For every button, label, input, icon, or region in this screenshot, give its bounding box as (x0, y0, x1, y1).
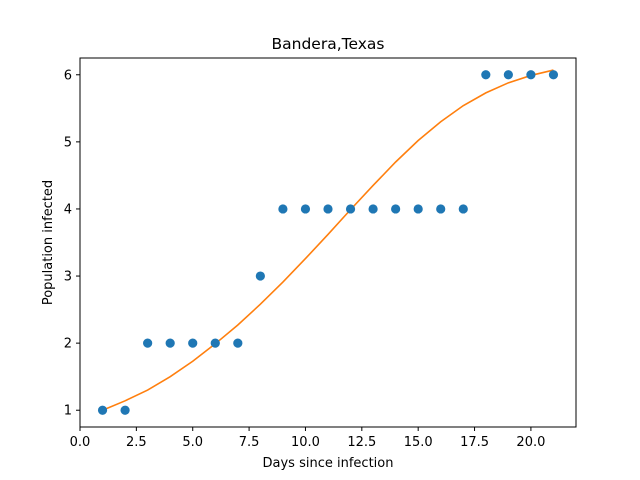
fit-line (102, 69, 554, 411)
x-tick-label: 10.0 (291, 435, 320, 450)
data-point (323, 204, 333, 214)
x-tick-label: 12.5 (347, 435, 376, 450)
y-tick-label: 5 (64, 135, 72, 150)
data-point (503, 70, 513, 80)
x-tick-label: 20.0 (516, 435, 545, 450)
y-axis-ticks: 1 2 3 4 5 6 (64, 68, 80, 419)
data-point (436, 204, 446, 214)
data-point (165, 338, 175, 348)
chart-title: Bandera,Texas (272, 35, 385, 53)
plot-frame (79, 57, 577, 428)
data-point (188, 338, 198, 348)
data-point (481, 70, 491, 80)
data-point (526, 70, 536, 80)
y-tick-label: 4 (64, 202, 72, 217)
x-tick-label: 7.5 (239, 435, 260, 450)
fit-line-layer (102, 69, 554, 411)
x-tick-label: 0.0 (70, 435, 91, 450)
x-axis-ticks: 0.0 2.5 5.0 7.5 10.0 12.5 15.0 17.5 20.0 (70, 427, 545, 450)
data-point (210, 338, 220, 348)
plot-background (80, 58, 576, 427)
data-point (255, 271, 265, 281)
data-point (300, 204, 311, 214)
data-point (458, 204, 468, 214)
y-tick-label: 6 (64, 68, 72, 83)
data-point (97, 405, 108, 415)
x-tick-label: 17.5 (460, 435, 489, 450)
data-point (413, 204, 423, 214)
data-point (368, 204, 378, 214)
data-point (233, 338, 243, 348)
data-point (278, 204, 288, 214)
y-tick-label: 3 (64, 270, 72, 285)
y-axis-label: Population infected (41, 180, 56, 305)
x-tick-label: 2.5 (126, 435, 147, 450)
x-tick-label: 5.0 (182, 435, 203, 450)
y-tick-label: 1 (64, 404, 72, 419)
data-point (391, 204, 401, 214)
data-point (120, 405, 130, 415)
y-tick-label: 2 (64, 337, 72, 352)
x-axis-label: Days since infection (263, 456, 394, 471)
scatter-points-layer (97, 70, 559, 415)
data-point (548, 70, 559, 80)
data-point (143, 338, 153, 348)
data-point (345, 204, 356, 214)
x-tick-label: 15.0 (404, 435, 433, 450)
